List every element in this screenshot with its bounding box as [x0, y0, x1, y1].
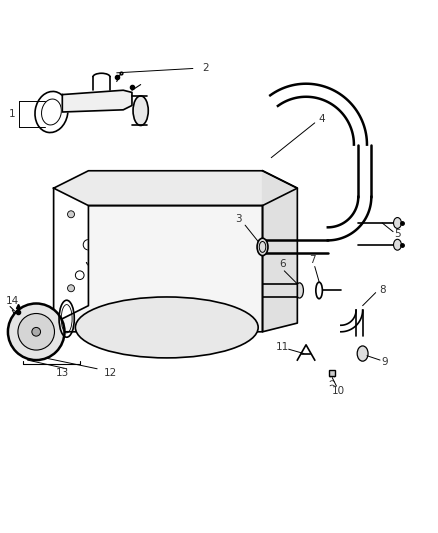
Text: 6: 6: [279, 260, 286, 269]
Ellipse shape: [75, 297, 258, 358]
Text: 5: 5: [394, 229, 401, 239]
Text: 13: 13: [56, 368, 69, 378]
Ellipse shape: [357, 346, 368, 361]
Circle shape: [242, 285, 249, 292]
Text: 9: 9: [381, 357, 388, 367]
Ellipse shape: [393, 239, 401, 250]
Text: 1: 1: [9, 109, 16, 119]
Circle shape: [67, 285, 74, 292]
Polygon shape: [262, 171, 297, 332]
Text: 10: 10: [332, 385, 345, 395]
Text: 3: 3: [235, 214, 242, 224]
Circle shape: [242, 211, 249, 218]
Circle shape: [8, 303, 64, 360]
Text: 7: 7: [309, 255, 316, 265]
Text: 11: 11: [276, 342, 289, 352]
Circle shape: [67, 211, 74, 218]
Text: 8: 8: [379, 286, 385, 295]
Ellipse shape: [393, 217, 401, 229]
Ellipse shape: [257, 238, 268, 256]
Polygon shape: [53, 188, 262, 332]
Polygon shape: [53, 171, 297, 206]
Ellipse shape: [133, 96, 148, 125]
Ellipse shape: [296, 283, 304, 298]
Text: 4: 4: [318, 114, 325, 124]
Text: 14: 14: [6, 296, 19, 306]
Circle shape: [18, 313, 54, 350]
Circle shape: [32, 327, 41, 336]
Text: 12: 12: [103, 368, 117, 378]
Polygon shape: [62, 90, 132, 112]
Text: 2: 2: [203, 63, 209, 74]
